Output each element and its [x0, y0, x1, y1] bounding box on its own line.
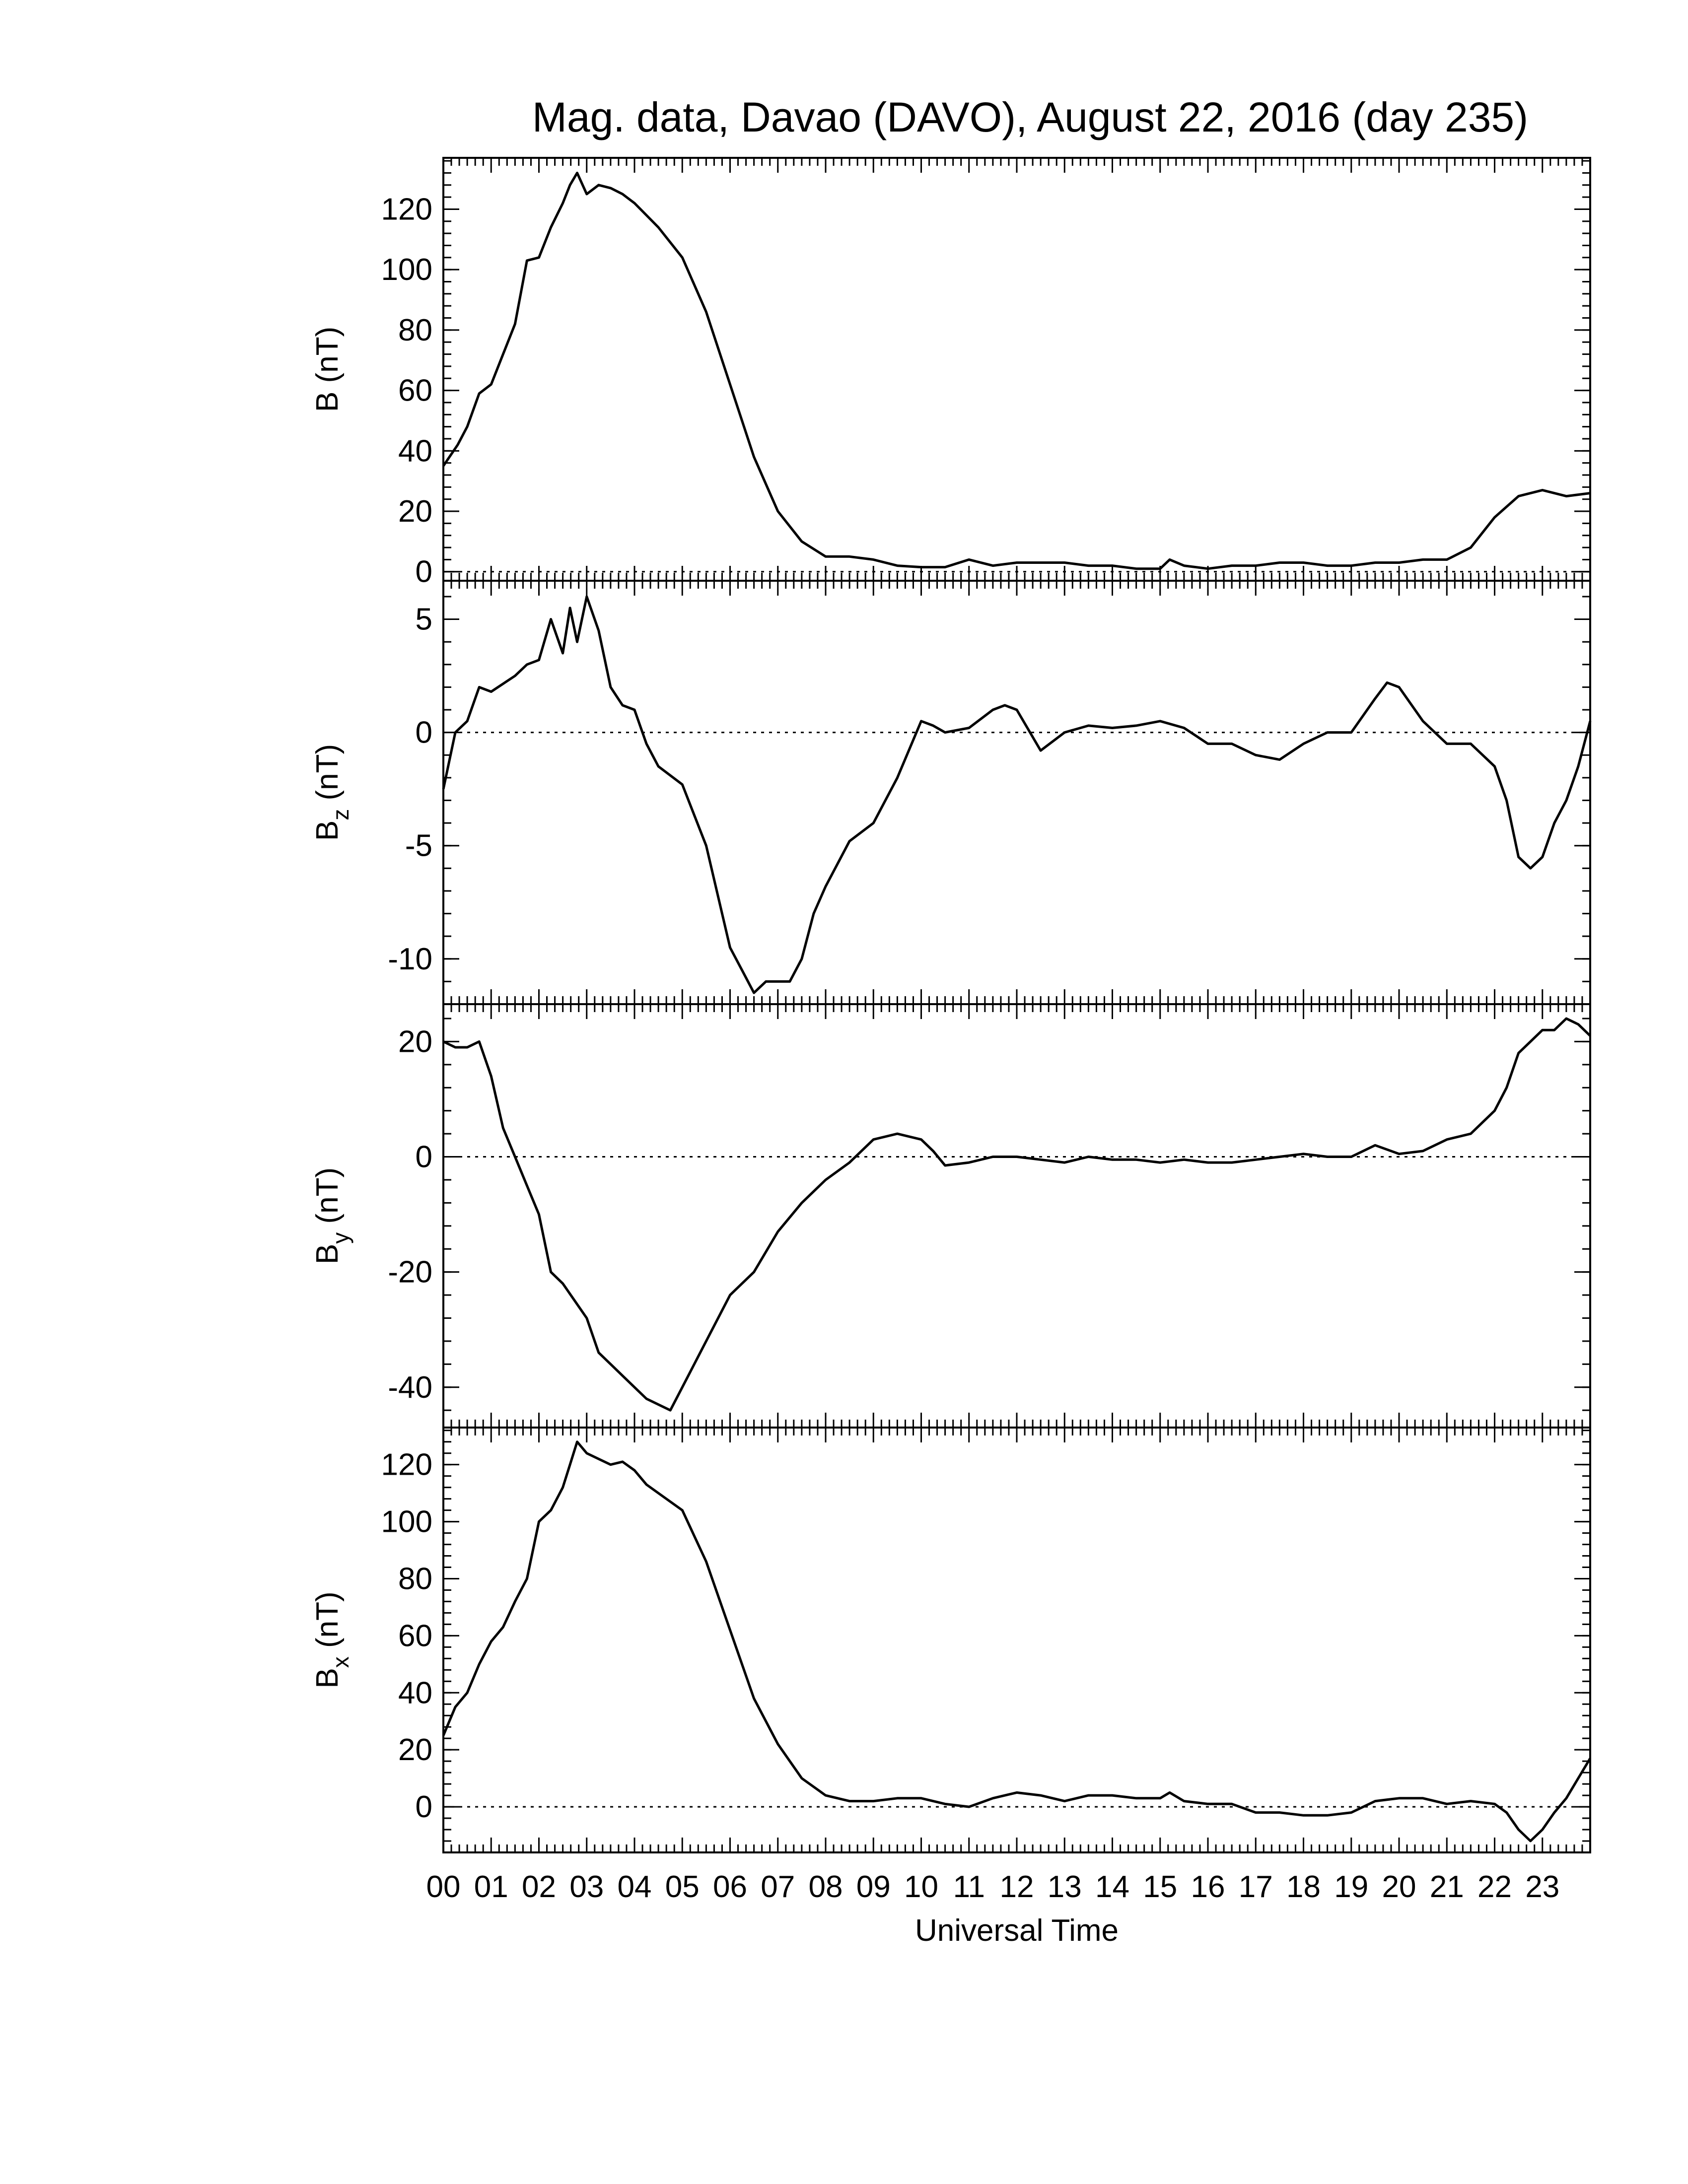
x-tick-label: 09: [856, 1870, 891, 1904]
x-tick-label: 07: [761, 1870, 795, 1904]
x-tick-label: 11: [953, 1870, 985, 1904]
x-tick-label: 02: [522, 1870, 556, 1904]
x-tick-label: 16: [1191, 1870, 1225, 1904]
x-tick-label: 08: [809, 1870, 843, 1904]
y-tick-label: 80: [398, 1562, 432, 1596]
y-tick-label: -10: [388, 942, 432, 976]
y-axis-label-By: By (nT): [310, 1167, 353, 1264]
y-axis-label-Bz: Bz (nT): [310, 744, 353, 841]
series-line-Bx: [442, 1440, 1592, 1843]
y-tick-label: 120: [381, 192, 432, 226]
panel-frame: [442, 1427, 1591, 1853]
y-tick-label: 60: [398, 1619, 432, 1653]
y-tick-label: -5: [405, 829, 432, 863]
y-tick-label: 5: [416, 603, 432, 637]
x-tick-label: 14: [1095, 1870, 1129, 1904]
x-axis-title: Universal Time: [915, 1913, 1119, 1948]
x-tick-label: 18: [1286, 1870, 1321, 1904]
y-tick-label: 100: [381, 253, 432, 287]
x-tick-label: 10: [904, 1870, 938, 1904]
y-tick-label: 20: [398, 494, 432, 529]
y-tick-label: 60: [398, 374, 432, 408]
y-tick-label: -20: [388, 1255, 432, 1290]
x-tick-label: 22: [1477, 1870, 1512, 1904]
panel-frame: [442, 580, 1591, 1005]
y-tick-label: -40: [388, 1370, 432, 1405]
panel-frame: [442, 157, 1591, 582]
x-tick-label: 12: [1000, 1870, 1034, 1904]
y-tick-label: 40: [398, 434, 432, 468]
y-tick-label: 0: [416, 555, 432, 589]
panel-frame: [442, 1003, 1591, 1429]
series-line-Bz: [442, 595, 1592, 994]
x-tick-labels: 00 01 02 03 04 05 06 07 08 09 10 11 12 13 14 15 16 17 18 19…: [426, 1870, 1560, 1904]
series-line-By: [442, 1017, 1591, 1412]
y-axis-label-B: B (nT): [310, 327, 345, 412]
x-tick-label: 17: [1239, 1870, 1273, 1904]
x-tick-label: 19: [1334, 1870, 1368, 1904]
x-tick-label: 13: [1048, 1870, 1082, 1904]
x-tick-label: 21: [1430, 1870, 1464, 1904]
y-tick-label: 100: [381, 1505, 432, 1539]
chart-title: Mag. data, Davao (DAVO), August 22, 2016…: [532, 94, 1528, 140]
y-tick-label: 0: [416, 716, 432, 750]
y-axis-label-Bx: Bx (nT): [310, 1591, 353, 1688]
x-tick-label: 06: [713, 1870, 747, 1904]
series-line-B: [442, 171, 1591, 570]
panel-Bz: -10 -5 0 5 Bz (nT): [310, 580, 1592, 1005]
y-tick-label: 20: [398, 1024, 432, 1059]
y-tick-label: 0: [416, 1140, 432, 1174]
x-tick-label: 15: [1143, 1870, 1177, 1904]
x-tick-label: 04: [618, 1870, 652, 1904]
x-tick-label: 20: [1382, 1870, 1416, 1904]
chart-panels: 0 20 40 60 80 100 120 B (nT) -10 -5 0 5 Bz (nT) -40 -2…: [310, 157, 1592, 1853]
panel-B: 0 20 40 60 80 100 120 B (nT): [310, 157, 1591, 589]
y-tick-label: 20: [398, 1733, 432, 1767]
x-tick-label: 05: [665, 1870, 700, 1904]
x-tick-label: 03: [569, 1870, 604, 1904]
x-tick-label: 01: [474, 1870, 508, 1904]
x-tick-label: 00: [426, 1870, 461, 1904]
y-tick-label: 80: [398, 313, 432, 347]
panel-By: -40 -20 0 20 By (nT): [310, 1003, 1591, 1429]
y-tick-label: 120: [381, 1448, 432, 1482]
y-tick-label: 40: [398, 1676, 432, 1710]
x-tick-label: 23: [1525, 1870, 1559, 1904]
y-tick-label: 0: [416, 1790, 432, 1824]
panel-Bx: 0 20 40 60 80 100 120 Bx (nT): [310, 1427, 1592, 1853]
